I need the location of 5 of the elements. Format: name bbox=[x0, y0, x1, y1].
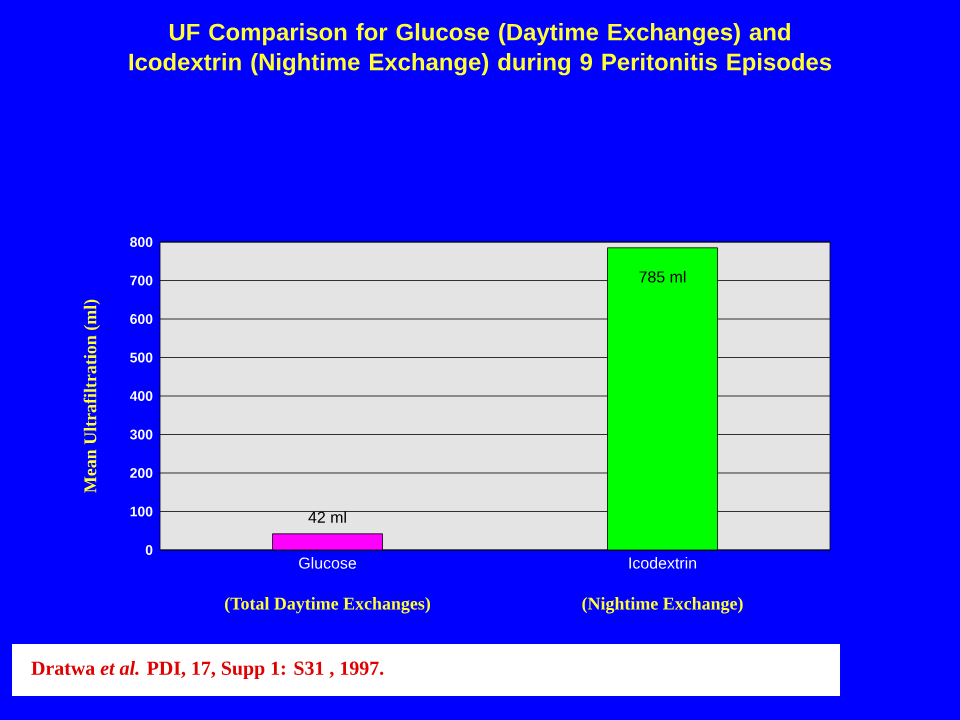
text: (Nightime Exchange) bbox=[582, 597, 743, 614]
y-axis-title: Mean Ultrafiltration (ml) bbox=[83, 299, 101, 493]
text: (Total Daytime Exchanges) bbox=[225, 597, 430, 614]
text: Dratwa et al. PDI, 17, Supp 1: S31 , 1997. bbox=[31, 660, 384, 680]
chart-title: UF Comparison for Glucose (Daytime Exchanges) and Icodextrin (Nightime Exchange) during 9 Peritonitis Episodes bbox=[129, 23, 832, 76]
